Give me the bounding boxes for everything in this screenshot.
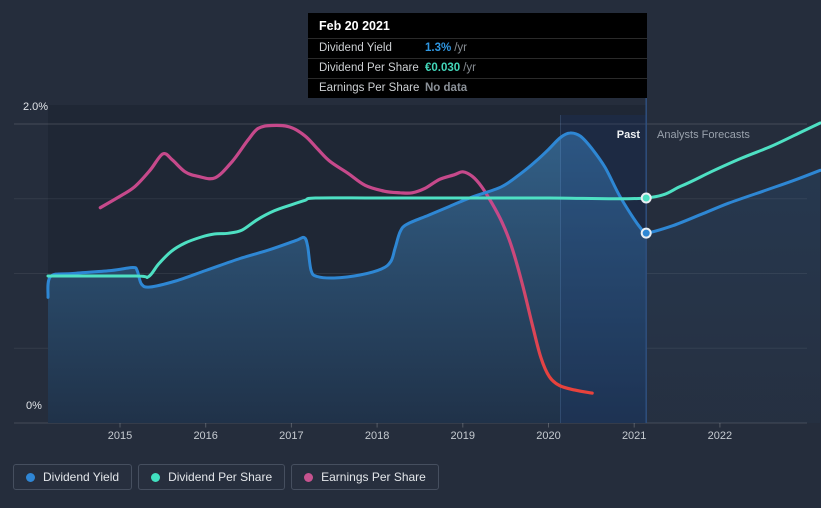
tooltip-row-unit: /yr (454, 42, 467, 54)
legend-item-earnings-per-share[interactable]: Earnings Per Share (291, 464, 439, 490)
ttm-highlight-band (560, 115, 647, 423)
legend-item-dividend-yield[interactable]: Dividend Yield (13, 464, 133, 490)
y-axis-label-bottom: 0% (26, 400, 42, 412)
x-axis-label-2018: 2018 (364, 430, 390, 442)
dividend-yield-line (46, 131, 821, 299)
divider-marker-dots (640, 192, 652, 239)
tooltip-row-value: No data (425, 82, 468, 94)
tooltip-row: Dividend Yield 1.3%/yr (308, 38, 647, 58)
dividend-per-share-line (46, 121, 821, 280)
tooltip-rows: Dividend Yield 1.3%/yr Dividend Per Share €… (308, 38, 647, 98)
x-axis-label-2020: 2020 (536, 430, 561, 442)
tooltip-row-label: Dividend Per Share (319, 62, 419, 74)
x-axis-ticks (119, 423, 721, 428)
legend-item-label: Dividend Yield (43, 470, 120, 484)
x-axis-label-2016: 2016 (193, 430, 218, 442)
legend-item-label: Earnings Per Share (321, 470, 426, 484)
tooltip-row-value: 1.3%/yr (425, 42, 467, 54)
x-axis-label-2022: 2022 (707, 430, 733, 442)
x-axis-label-2021: 2021 (621, 430, 647, 442)
chart-legend: Dividend Yield Dividend Per Share Earnings… (13, 464, 439, 490)
legend-dot-icon (151, 472, 161, 482)
legend-dot-icon (26, 472, 35, 482)
past-region-label: Past (616, 129, 640, 141)
tooltip-row-label: Dividend Yield (319, 42, 392, 54)
legend-dot-icon (304, 472, 314, 482)
tooltip-date: Feb 20 2021 (319, 19, 390, 33)
series-lines (46, 121, 821, 395)
tooltip-row: Earnings Per Share No data (308, 78, 647, 98)
tooltip-row-unit: /yr (463, 62, 476, 74)
earnings-per-share-line (98, 123, 594, 395)
x-axis-label-2017: 2017 (279, 430, 304, 442)
legend-item-label: Dividend Per Share (168, 470, 273, 484)
forecast-region-label: Analysts Forecasts (657, 129, 750, 141)
tooltip-row: Dividend Per Share €0.030/yr (308, 58, 647, 78)
x-axis-label-2015: 2015 (107, 430, 133, 442)
y-axis-label-top: 2.0% (23, 101, 49, 113)
x-axis-label-2019: 2019 (450, 430, 476, 442)
tooltip-row-label: Earnings Per Share (319, 82, 420, 94)
chart-tooltip: Feb 20 2021 Dividend Yield 1.3%/yr Dividen… (308, 13, 647, 98)
tooltip-row-value: €0.030/yr (425, 62, 476, 74)
legend-item-dividend-per-share[interactable]: Dividend Per Share (138, 464, 286, 490)
